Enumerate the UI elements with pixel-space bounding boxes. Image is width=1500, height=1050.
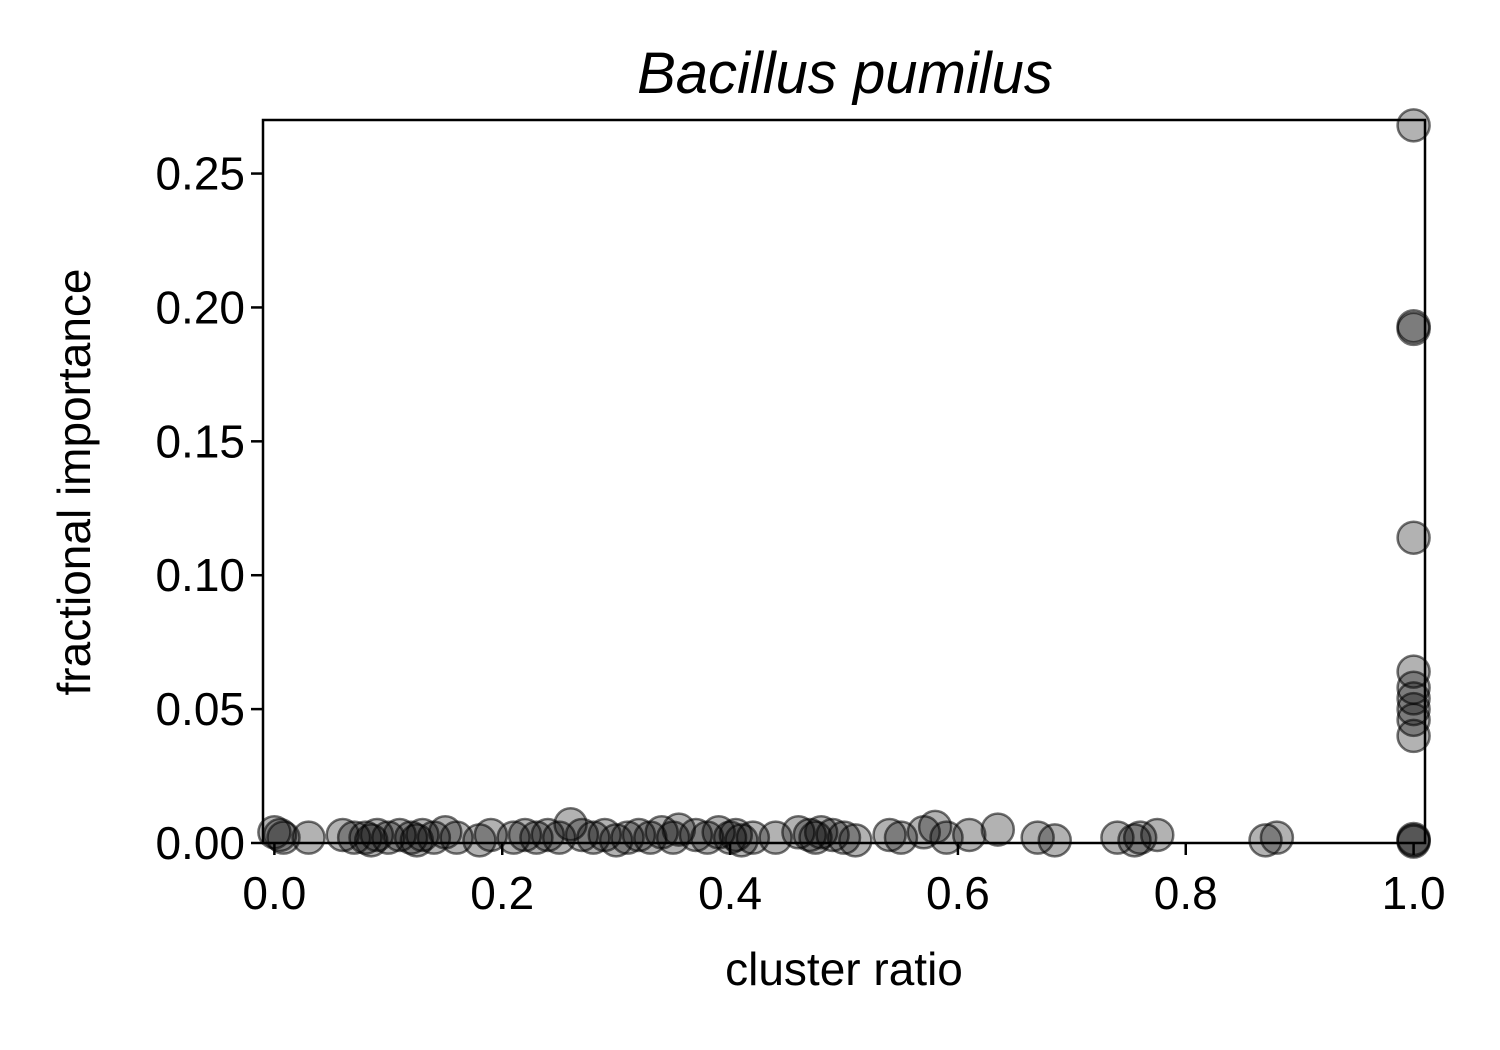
data-point [1396,520,1431,555]
data-point [1396,718,1431,754]
x-tick-label: 1.0 [1382,867,1446,919]
x-tick-label: 0.8 [1154,867,1218,919]
data-point [1122,820,1158,855]
data-point [826,820,862,855]
data-point [1020,820,1055,855]
y-tick-label: 0.00 [155,817,245,869]
data-point [838,823,873,858]
y-tick-label: 0.20 [155,281,245,333]
data-point [1248,823,1283,858]
y-tick-label: 0.05 [155,683,245,735]
y-tick-label: 0.10 [155,549,245,601]
x-tick-label: 0.2 [470,867,534,919]
y-tick-label: 0.15 [155,415,245,467]
x-tick-label: 0.0 [242,867,306,919]
data-point [1396,308,1431,344]
points-layer [257,108,1431,859]
y-tick-label: 0.25 [155,148,245,200]
x-tick-label: 0.4 [698,867,762,919]
data-point [1140,817,1175,853]
chart-title: Bacillus pumilus [637,41,1053,106]
x-axis-label: cluster ratio [725,943,963,995]
data-point [1259,820,1295,855]
y-axis: 0.00 0.05 0.10 0.15 0.20 0.25 [155,148,263,869]
data-point [1396,108,1431,143]
data-point [1396,691,1431,727]
data-point [1037,823,1073,858]
x-axis: 0.0 0.2 0.4 0.6 0.8 1.0 [242,843,1446,919]
y-axis-label: fractional importance [48,269,100,696]
data-point [798,820,833,855]
plot-frame [261,118,1427,845]
x-tick-label: 0.6 [926,867,990,919]
data-point [724,823,759,858]
data-point [980,812,1016,847]
data-point [353,823,389,858]
data-point [291,820,326,855]
